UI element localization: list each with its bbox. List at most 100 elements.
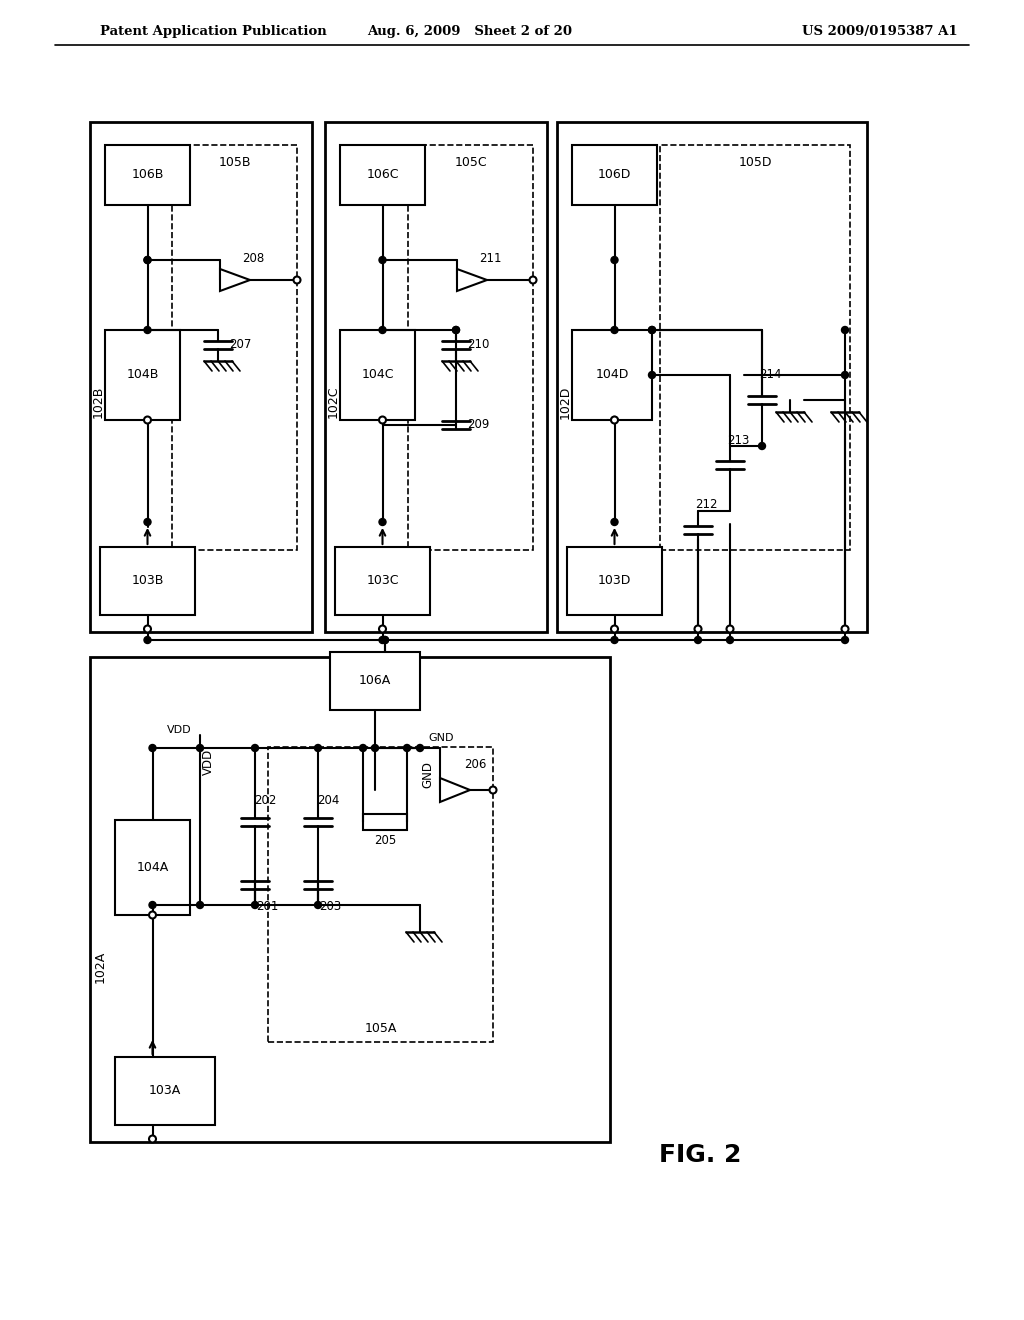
Circle shape [379,519,386,525]
Text: Aug. 6, 2009   Sheet 2 of 20: Aug. 6, 2009 Sheet 2 of 20 [368,25,572,38]
FancyBboxPatch shape [335,546,430,615]
Text: 104B: 104B [126,368,159,381]
Text: 203: 203 [318,900,341,913]
Circle shape [648,371,655,379]
Circle shape [453,326,460,334]
Circle shape [144,519,151,525]
Circle shape [726,626,733,632]
Text: 202: 202 [254,793,276,807]
Text: 106A: 106A [358,675,391,688]
Polygon shape [220,269,250,290]
Text: 102A: 102A [93,950,106,983]
Text: GND: GND [428,733,454,743]
Text: 207: 207 [228,338,251,351]
FancyBboxPatch shape [340,330,415,420]
Text: FIG. 2: FIG. 2 [658,1143,741,1167]
Text: 106D: 106D [598,169,631,181]
Circle shape [842,636,849,644]
FancyBboxPatch shape [90,121,312,632]
Text: 105D: 105D [738,157,772,169]
Text: 105C: 105C [455,157,486,169]
Text: 205: 205 [374,833,396,846]
FancyBboxPatch shape [340,145,425,205]
Circle shape [611,326,618,334]
Circle shape [842,626,849,632]
Circle shape [144,326,151,334]
Circle shape [379,326,386,334]
Circle shape [314,902,322,908]
FancyBboxPatch shape [100,546,195,615]
Text: 211: 211 [479,252,502,264]
Circle shape [382,636,388,644]
Text: 105B: 105B [218,157,251,169]
Circle shape [379,636,386,644]
Circle shape [648,326,655,334]
FancyBboxPatch shape [567,546,662,615]
Text: 206: 206 [464,759,486,771]
FancyBboxPatch shape [572,145,657,205]
Text: 104A: 104A [136,861,169,874]
Circle shape [144,417,151,424]
Circle shape [648,326,655,334]
Text: 103B: 103B [131,574,164,587]
FancyBboxPatch shape [115,1057,215,1125]
FancyBboxPatch shape [408,145,534,550]
Text: GND: GND [422,762,434,788]
Circle shape [726,636,733,644]
Circle shape [372,744,379,751]
Circle shape [759,442,766,450]
Circle shape [314,744,322,751]
Text: VDD: VDD [202,748,214,775]
Circle shape [150,1135,156,1143]
Circle shape [453,326,460,334]
Circle shape [294,276,300,284]
FancyBboxPatch shape [362,814,407,830]
Text: 213: 213 [727,433,750,446]
Text: 201: 201 [256,900,279,913]
Text: 210: 210 [467,338,489,351]
FancyBboxPatch shape [90,657,610,1142]
Circle shape [144,636,151,644]
Circle shape [417,744,424,751]
Circle shape [382,636,388,644]
Circle shape [359,744,367,751]
Circle shape [144,626,151,632]
Text: 106B: 106B [131,169,164,181]
Circle shape [403,744,411,751]
FancyBboxPatch shape [325,121,547,632]
Text: 102B: 102B [91,385,104,418]
Polygon shape [440,777,470,803]
Circle shape [144,256,151,264]
Circle shape [611,417,618,424]
Text: VDD: VDD [167,725,193,735]
Text: US 2009/0195387 A1: US 2009/0195387 A1 [802,25,957,38]
Circle shape [611,417,618,424]
Circle shape [611,626,618,632]
FancyBboxPatch shape [105,330,180,420]
Circle shape [611,519,618,525]
Polygon shape [457,269,487,290]
Text: 208: 208 [242,252,264,264]
Text: 214: 214 [759,368,781,381]
FancyBboxPatch shape [557,121,867,632]
Circle shape [694,636,701,644]
Text: 106C: 106C [367,169,398,181]
FancyBboxPatch shape [268,747,493,1041]
Text: 103D: 103D [598,574,631,587]
Circle shape [611,636,618,644]
FancyBboxPatch shape [115,820,190,915]
Circle shape [144,256,151,264]
Circle shape [611,256,618,264]
Text: 104C: 104C [361,368,394,381]
Circle shape [252,902,258,908]
FancyBboxPatch shape [660,145,850,550]
Circle shape [529,276,537,284]
Text: 104D: 104D [595,368,629,381]
Circle shape [150,912,156,919]
Circle shape [379,626,386,632]
Circle shape [197,902,204,908]
Circle shape [150,902,156,908]
Text: Patent Application Publication: Patent Application Publication [100,25,327,38]
Circle shape [150,744,156,751]
Circle shape [379,256,386,264]
